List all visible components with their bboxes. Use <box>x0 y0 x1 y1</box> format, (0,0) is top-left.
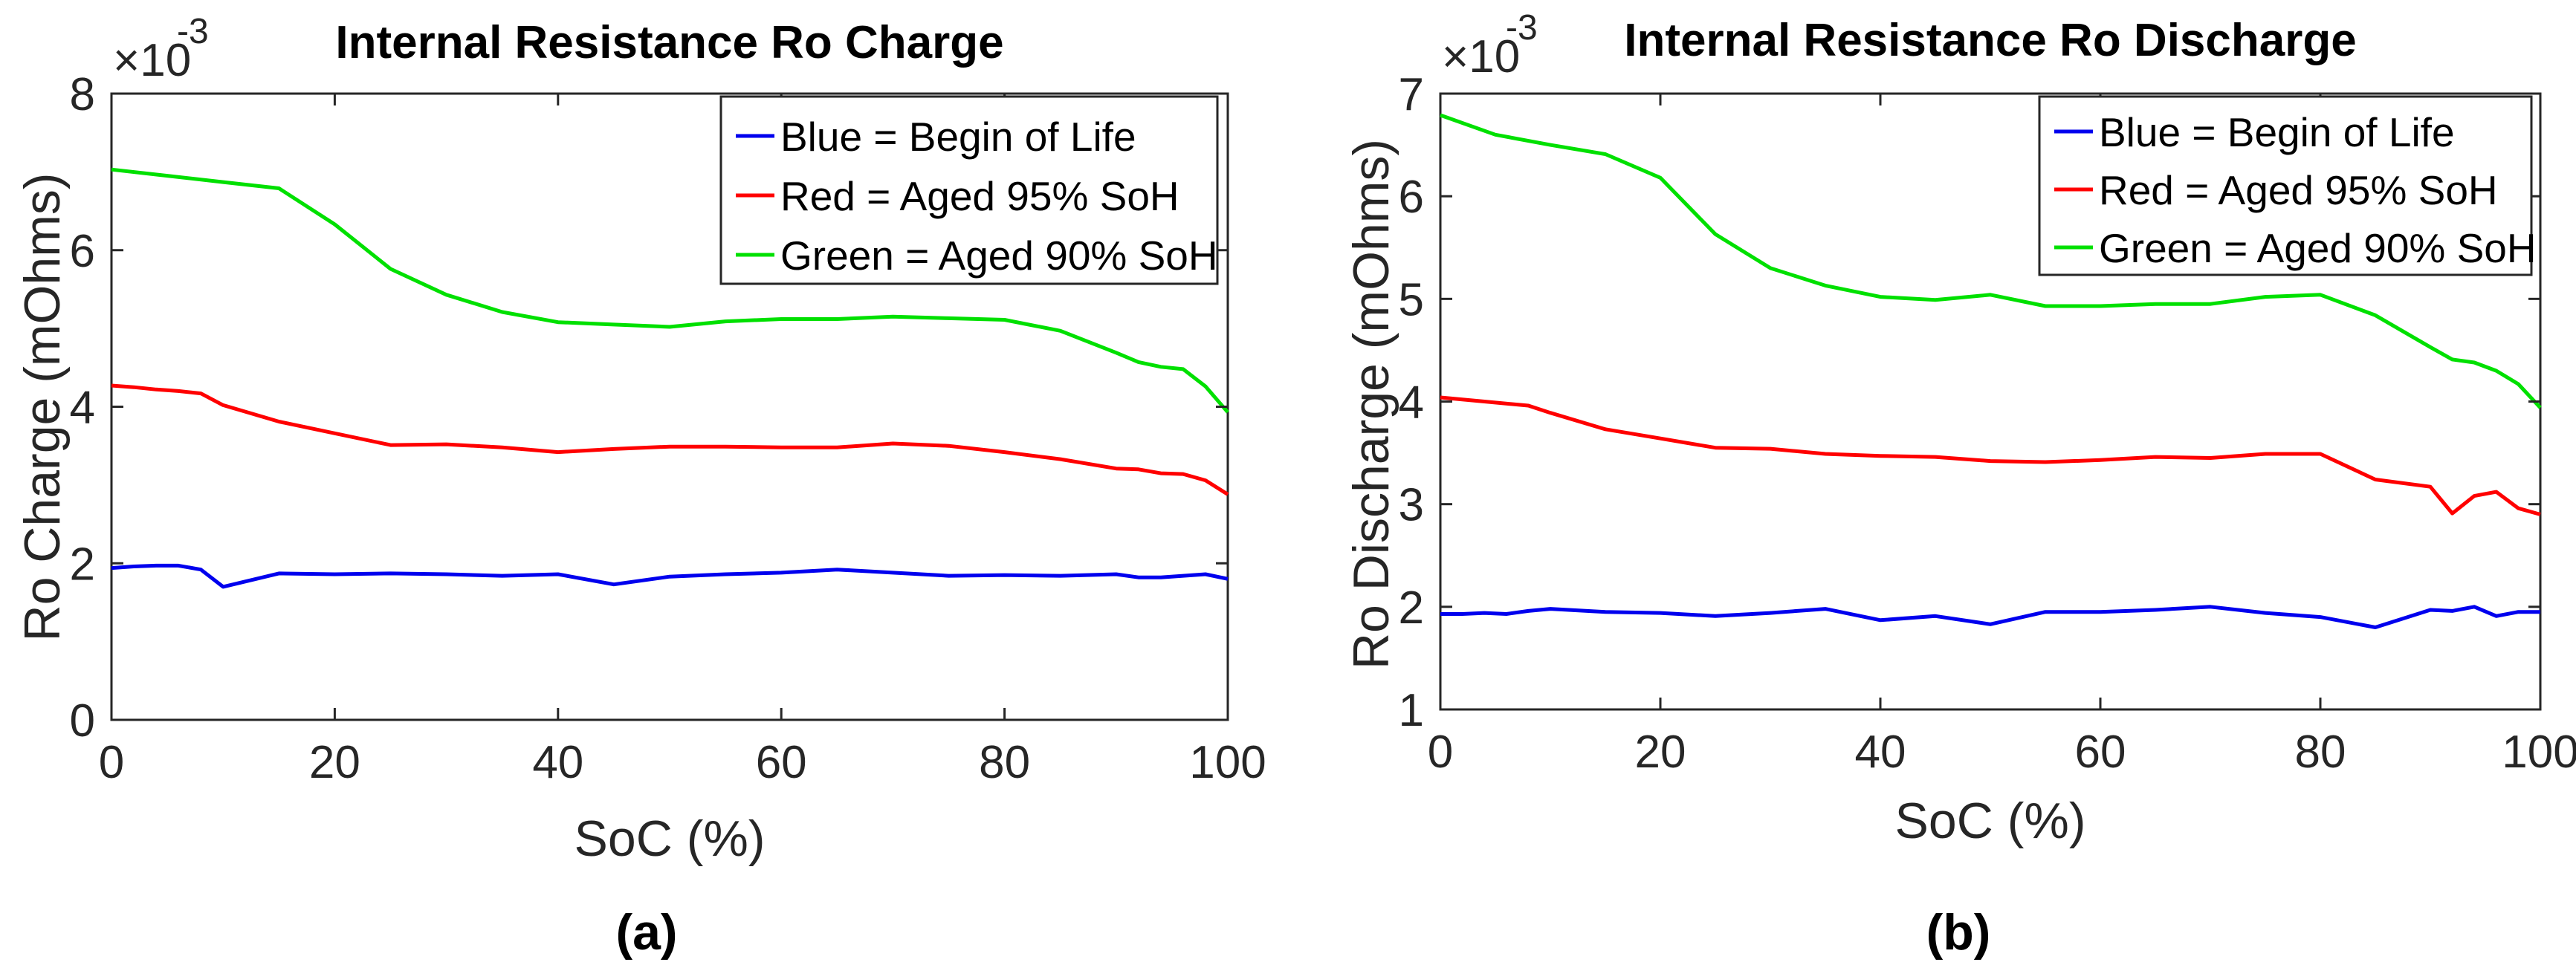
panel-label-a: (a) <box>615 904 677 961</box>
series-line-red <box>1440 395 2541 516</box>
y-tick-label: 5 <box>1399 274 1424 325</box>
legend-label-blue-b: Blue = Begin of Life <box>2099 109 2455 155</box>
series-line-red <box>111 383 1229 496</box>
x-axis-label-a: SoC (%) <box>575 810 766 867</box>
x-tick-label: 0 <box>1428 727 1453 778</box>
x-tick-label: 100 <box>2502 727 2576 778</box>
y-exponent-a: ×10 -3 <box>113 12 209 86</box>
x-tick-label: 40 <box>532 737 583 788</box>
legend-b: Blue = Begin of Life Red = Aged 95% SoH … <box>2038 95 2537 276</box>
x-ticks-a: 0 20 40 60 80 100 <box>99 94 1266 788</box>
legend-label-red-a: Red = Aged 95% SoH <box>780 173 1179 219</box>
y-tick-label: 0 <box>70 695 95 747</box>
y-tick-label: 4 <box>70 383 95 434</box>
legend-box-a <box>719 95 1219 285</box>
y-exponent-b: ×10 -3 <box>1442 8 1538 82</box>
series-a <box>111 167 1229 589</box>
series-line-blue <box>111 563 1229 589</box>
x-tick-label: 40 <box>1855 727 1906 778</box>
chart-panel-b: 0 20 40 60 80 100 1 2 3 4 5 6 7 Internal Resistance… <box>1343 8 2576 961</box>
chart-title-a: Internal Resistance Ro Charge <box>335 17 1003 68</box>
x-tick-label: 80 <box>979 737 1030 788</box>
series-line-green <box>1440 113 2542 409</box>
y-axis-label-b: Ro Discharge (mOhms) <box>1343 139 1399 669</box>
x-tick-label: 60 <box>756 737 807 788</box>
y-multiplier-text-b: ×10 <box>1442 31 1520 82</box>
y-tick-label: 7 <box>1399 69 1424 120</box>
x-tick-label: 60 <box>2075 727 2126 778</box>
x-tick-label: 0 <box>99 737 124 788</box>
y-ticks-b: 1 2 3 4 5 6 7 <box>1399 69 2540 736</box>
y-exponent-text-a: -3 <box>177 12 209 51</box>
y-tick-label: 4 <box>1399 377 1424 429</box>
legend-label-green-b: Green = Aged 90% SoH <box>2099 225 2537 271</box>
series-b <box>1440 113 2542 629</box>
chart-panel-a: 0 20 40 60 80 100 0 2 4 6 8 Internal Resistance R… <box>14 12 1266 961</box>
panel-label-b: (b) <box>1926 904 1991 961</box>
x-axis-label-b: SoC (%) <box>1895 793 2086 849</box>
y-exponent-text-b: -3 <box>1506 8 1538 48</box>
legend-label-red-b: Red = Aged 95% SoH <box>2099 167 2498 213</box>
y-tick-label: 2 <box>70 539 95 590</box>
y-tick-label: 1 <box>1399 685 1424 736</box>
legend-a: Blue = Begin of Life Red = Aged 95% SoH … <box>719 95 1219 285</box>
x-tick-label: 100 <box>1189 737 1266 788</box>
y-multiplier-text-a: ×10 <box>113 35 191 86</box>
y-tick-label: 6 <box>70 226 95 277</box>
y-tick-label: 8 <box>70 69 95 120</box>
legend-box-b <box>2038 95 2533 276</box>
y-axis-label-a: Ro Charge (mOhms) <box>14 172 71 641</box>
x-tick-label: 20 <box>309 737 360 788</box>
legend-label-blue-a: Blue = Begin of Life <box>780 114 1136 160</box>
x-tick-label: 80 <box>2295 727 2346 778</box>
legend-label-green-a: Green = Aged 90% SoH <box>780 233 1218 279</box>
series-line-green <box>111 167 1229 414</box>
y-tick-label: 2 <box>1399 582 1424 634</box>
y-tick-label: 6 <box>1399 172 1424 223</box>
chart-title-b: Internal Resistance Ro Discharge <box>1624 15 2356 66</box>
x-tick-label: 20 <box>1635 727 1686 778</box>
y-tick-label: 3 <box>1399 480 1424 531</box>
y-ticks-a: 0 2 4 6 8 <box>70 69 1228 747</box>
series-line-blue <box>1440 605 2540 629</box>
